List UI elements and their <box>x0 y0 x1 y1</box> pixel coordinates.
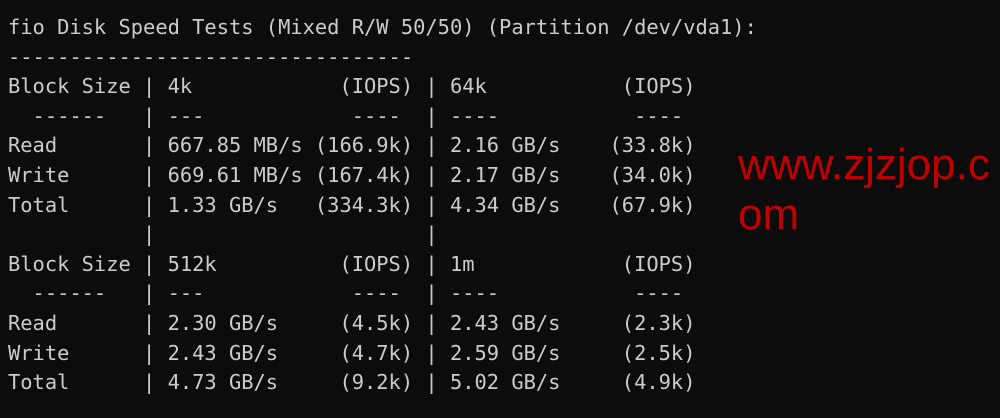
table-header-row: Block Size | 512k (IOPS) | 1m (IOPS) <box>8 251 696 276</box>
table-row-write: Write | 669.61 MB/s (167.4k) | 2.17 GB/s… <box>8 162 696 187</box>
terminal-output: fio Disk Speed Tests (Mixed R/W 50/50) (… <box>8 13 757 398</box>
table-divider-row: ------ | --- ---- | ---- ---- <box>8 281 696 306</box>
table-row-total: Total | 1.33 GB/s (334.3k) | 4.34 GB/s (… <box>8 192 696 217</box>
table-spacer-row: | | <box>8 222 438 247</box>
table-header-row: Block Size | 4k (IOPS) | 64k (IOPS) <box>8 74 696 99</box>
table-divider-row: ------ | --- ---- | ---- ---- <box>8 103 696 128</box>
watermark: www.zjzjop.com <box>738 140 990 239</box>
separator-line: --------------------------------- <box>8 44 414 69</box>
table-row-read: Read | 667.85 MB/s (166.9k) | 2.16 GB/s … <box>8 133 696 158</box>
title-line: fio Disk Speed Tests (Mixed R/W 50/50) (… <box>8 15 757 39</box>
table-row-total: Total | 4.73 GB/s (9.2k) | 5.02 GB/s (4.… <box>8 370 696 395</box>
table-row-write: Write | 2.43 GB/s (4.7k) | 2.59 GB/s (2.… <box>8 340 696 365</box>
table-row-read: Read | 2.30 GB/s (4.5k) | 2.43 GB/s (2.3… <box>8 310 696 335</box>
